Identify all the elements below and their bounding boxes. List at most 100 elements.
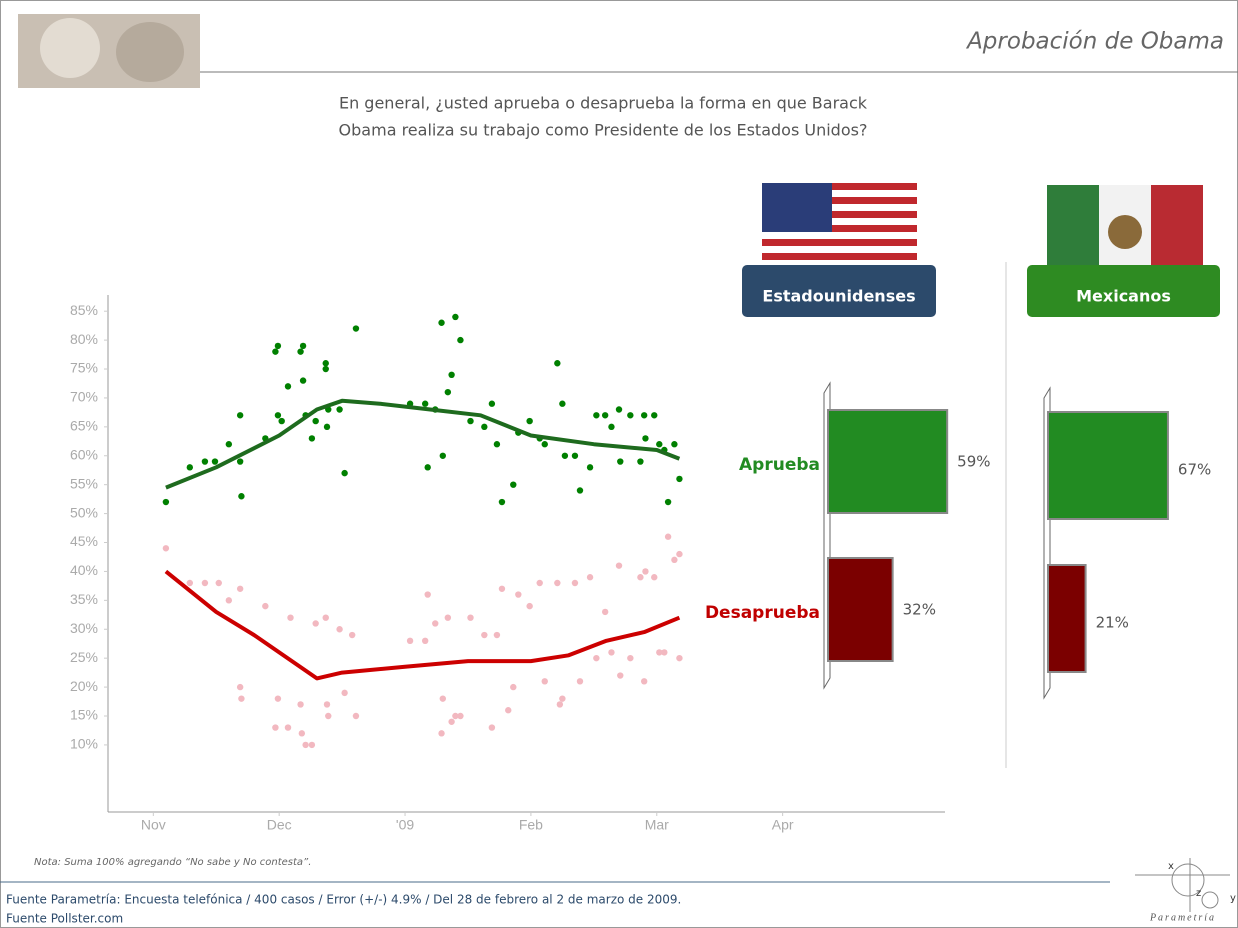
data-point <box>308 741 316 749</box>
data-point <box>452 313 459 321</box>
data-point <box>586 574 594 581</box>
data-point <box>593 412 600 419</box>
data-point <box>554 360 561 367</box>
data-point <box>444 614 452 621</box>
data-point <box>452 712 459 720</box>
data-point <box>274 342 282 350</box>
data-point <box>617 672 624 679</box>
data-point <box>284 724 292 731</box>
data-point <box>637 574 644 581</box>
data-point <box>336 626 343 633</box>
photo-detail <box>40 18 100 78</box>
data-point <box>352 712 360 720</box>
data-point <box>325 712 332 720</box>
logo-axis: y <box>1230 893 1236 904</box>
data-point <box>236 585 244 592</box>
data-point <box>640 678 648 685</box>
data-point <box>498 585 506 592</box>
y-tick-label: 25% <box>70 649 98 665</box>
data-point <box>561 452 569 459</box>
data-point <box>299 342 307 350</box>
data-point <box>615 562 623 569</box>
data-point <box>162 498 170 506</box>
data-point <box>274 412 282 419</box>
data-point <box>298 730 306 737</box>
y-tick-label: 65% <box>70 418 98 434</box>
data-point <box>438 319 445 326</box>
data-point <box>671 556 678 564</box>
data-point <box>601 412 609 419</box>
y-tick-label: 45% <box>70 533 98 549</box>
y-tick-label: 60% <box>70 446 98 462</box>
source: Fuente Parametría: Encuesta telefónica /… <box>6 893 681 907</box>
data-point <box>439 452 446 459</box>
data-point <box>186 579 194 587</box>
data-point <box>312 417 319 425</box>
data-point <box>308 435 316 442</box>
data-point <box>238 493 245 500</box>
data-point <box>438 730 445 737</box>
source: Fuente Pollster.com <box>6 912 123 926</box>
group-title-box <box>1027 265 1220 317</box>
value-label: 21% <box>1096 614 1129 632</box>
data-point <box>225 441 233 448</box>
y-tick-label: 85% <box>70 302 98 318</box>
data-point <box>297 348 304 355</box>
data-point <box>444 388 452 396</box>
data-point <box>571 579 579 587</box>
data-point <box>424 591 431 598</box>
data-point <box>637 458 644 465</box>
value-label: 32% <box>903 601 936 619</box>
data-point <box>493 441 501 448</box>
bar <box>1047 411 1169 520</box>
y-tick-label: 70% <box>70 389 98 405</box>
data-point <box>312 620 319 627</box>
data-point <box>642 568 649 575</box>
data-point <box>656 441 663 448</box>
y-tick-label: 20% <box>70 678 98 694</box>
data-point <box>608 649 615 656</box>
data-point <box>676 475 683 483</box>
data-point <box>467 614 474 621</box>
data-point <box>236 683 244 691</box>
note: Nota: Suma 100% agregando “No sabe y No … <box>34 857 311 868</box>
bar <box>1047 564 1087 673</box>
x-tick-label: Feb <box>519 817 543 833</box>
logo-name: Parametría <box>1149 912 1216 923</box>
data-point <box>262 602 269 610</box>
page-title: Aprobación de Obama <box>965 29 1224 55</box>
photo-detail <box>116 22 184 82</box>
data-point <box>559 400 566 407</box>
data-point <box>236 458 244 465</box>
data-point <box>336 406 343 413</box>
data-point <box>211 458 219 465</box>
data-point <box>467 417 474 425</box>
x-tick-label: '09 <box>396 817 414 833</box>
mx-flag <box>1047 185 1203 279</box>
data-point <box>586 464 594 471</box>
data-point <box>571 452 579 459</box>
data-point <box>457 712 464 720</box>
data-point <box>274 695 282 702</box>
group-title: Mexicanos <box>1076 287 1171 306</box>
data-point <box>481 423 488 431</box>
data-point <box>457 336 464 344</box>
data-point <box>272 724 279 731</box>
data-point <box>608 423 615 431</box>
data-point <box>238 695 245 702</box>
y-tick-label: 50% <box>70 504 98 520</box>
us-flag <box>762 183 917 277</box>
group-title: Estadounidenses <box>762 287 915 306</box>
data-point <box>642 435 649 442</box>
data-point <box>505 707 512 714</box>
data-point <box>640 412 648 419</box>
data-point <box>201 458 209 465</box>
data-point <box>448 718 455 725</box>
data-point <box>322 614 329 621</box>
data-point <box>661 649 668 656</box>
data-point <box>671 441 678 448</box>
data-point <box>536 579 543 587</box>
data-point <box>576 678 584 685</box>
data-point <box>448 371 455 379</box>
data-point <box>352 325 360 332</box>
